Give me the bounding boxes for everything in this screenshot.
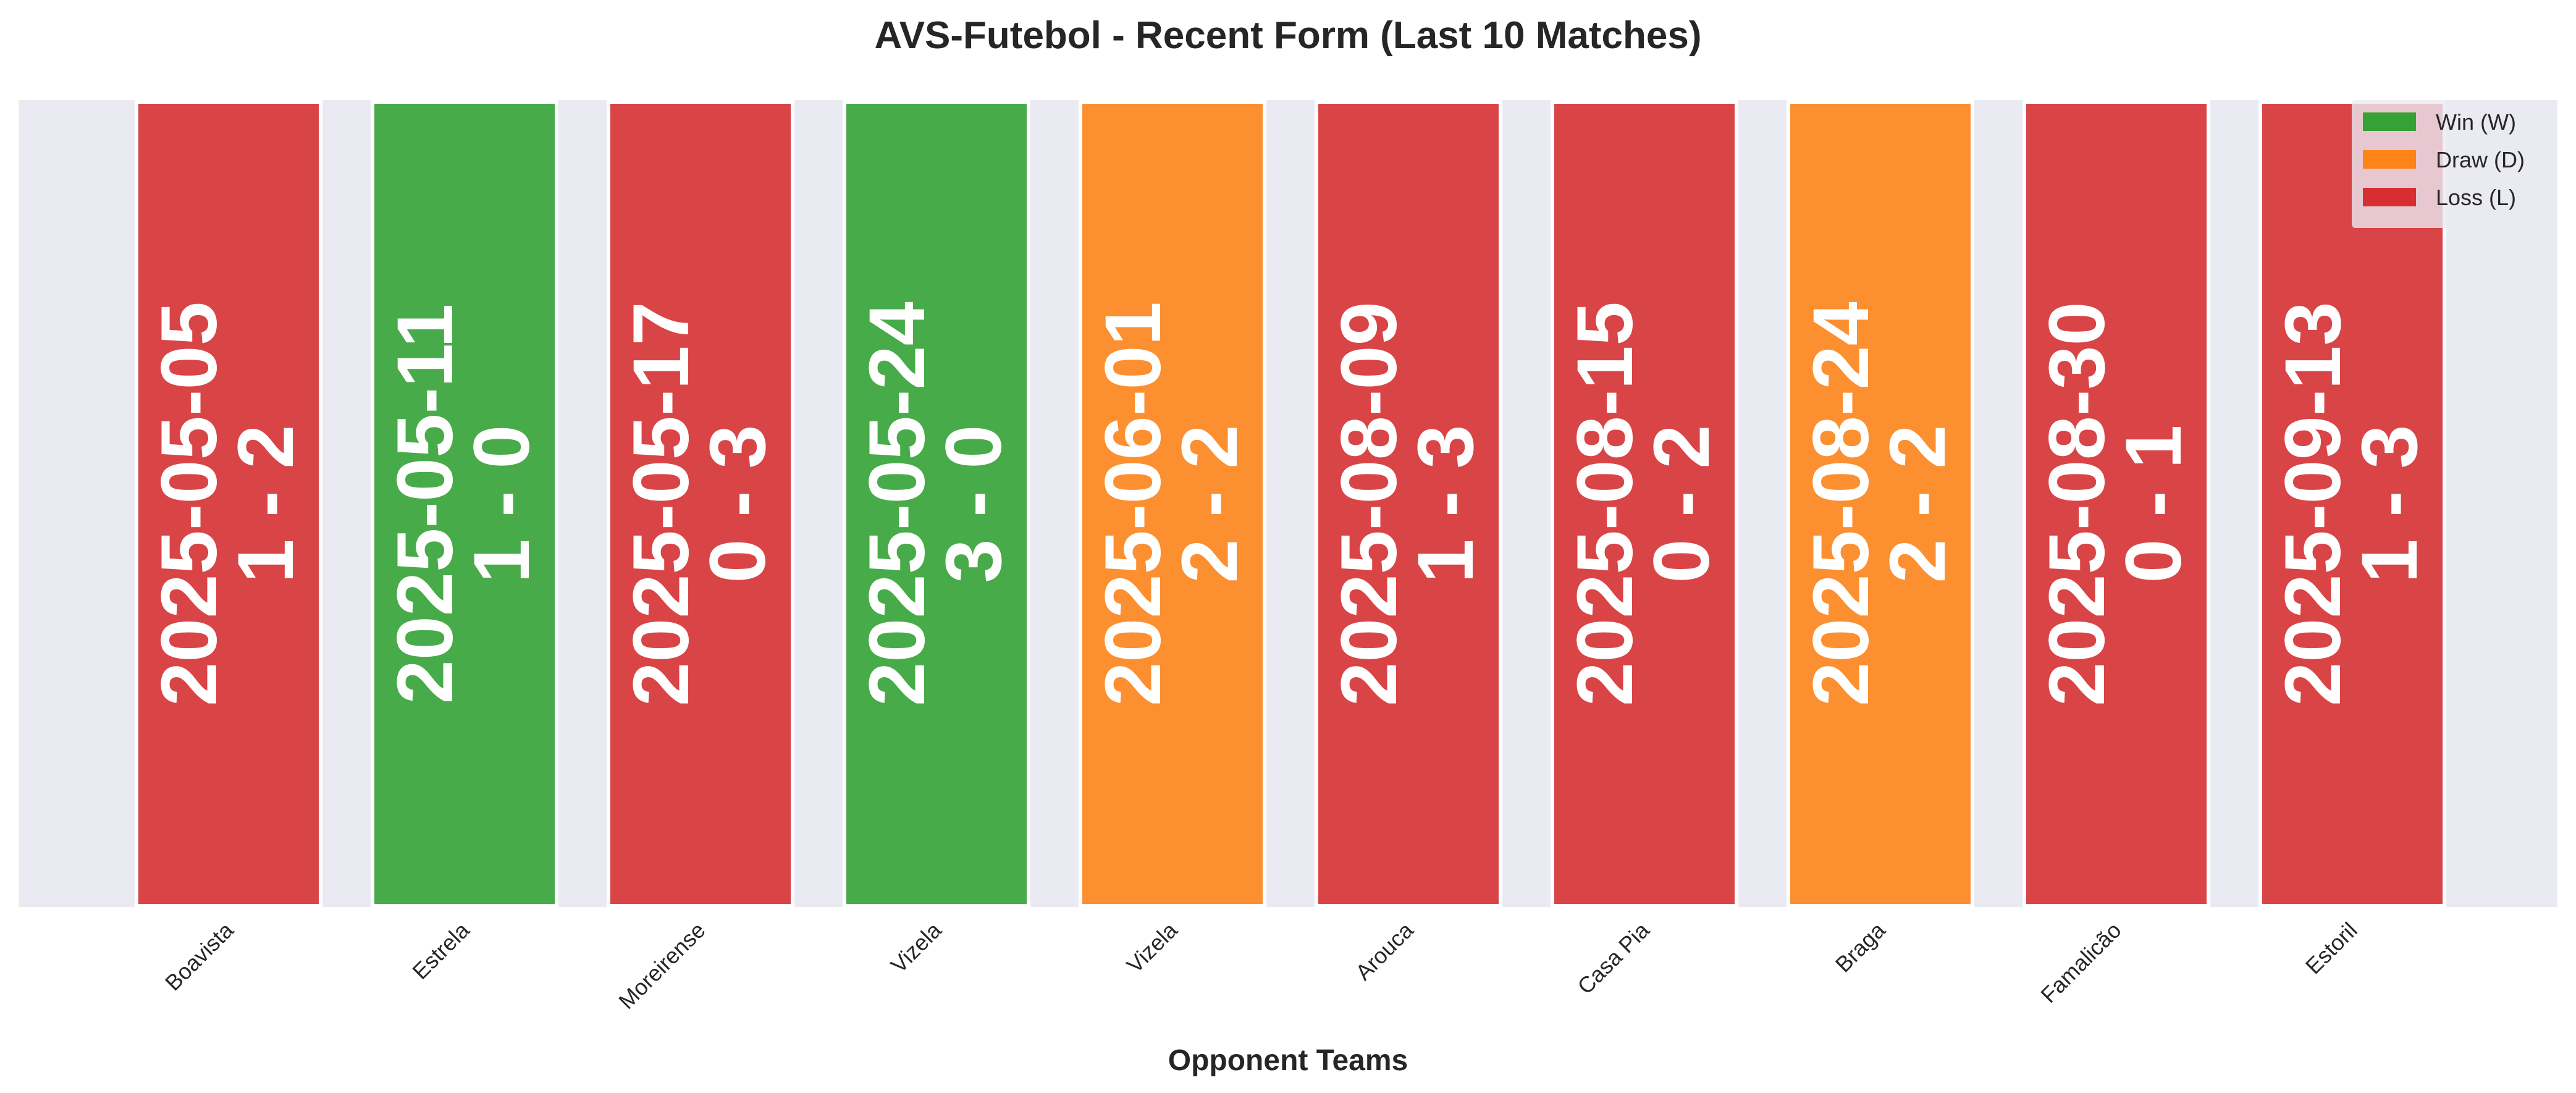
match-score-label: 1 - 2 xyxy=(222,424,310,583)
x-axis-label: Opponent Teams xyxy=(1168,1044,1408,1077)
x-tick-labels: Boavista Estrela Moreirense Vizela Vizela Aro… xyxy=(160,917,2362,1014)
legend-label: Draw (D) xyxy=(2436,147,2525,172)
match-date-label: 2025-08-09 xyxy=(1325,302,1413,706)
x-tick-label: Braga xyxy=(1830,917,1891,977)
legend: Win (W) Draw (D) Loss (L) xyxy=(2352,100,2544,228)
match-bar-group: 2025-08-242 - 2 xyxy=(1787,100,1974,908)
x-tick-label: Arouca xyxy=(1350,917,1418,985)
match-bar-label: 2025-08-150 - 2 xyxy=(1561,302,1726,706)
bars: 2025-05-051 - 2 2025-05-111 - 0 2025-05-17… xyxy=(135,100,2446,908)
match-bar-group: 2025-06-012 - 2 xyxy=(1079,100,1266,908)
chart-title: AVS-Futebol - Recent Form (Last 10 Match… xyxy=(874,14,1702,57)
match-bar xyxy=(1551,100,1738,908)
match-bar-group: 2025-09-131 - 3 xyxy=(2258,100,2446,908)
match-date-label: 2025-06-01 xyxy=(1089,302,1177,706)
x-tick-label: Casa Pia xyxy=(1572,917,1654,999)
match-bar-group: 2025-05-170 - 3 xyxy=(607,100,794,908)
legend-label: Loss (L) xyxy=(2436,185,2516,210)
x-tick-label: Moreirense xyxy=(613,918,710,1014)
x-tick-label: Famalicão xyxy=(2035,918,2126,1008)
match-bar-label: 2025-08-300 - 1 xyxy=(2033,302,2198,706)
legend-swatch xyxy=(2363,188,2416,206)
match-bar-label: 2025-05-243 - 0 xyxy=(853,302,1018,706)
match-bar xyxy=(2258,100,2446,908)
x-tick-label: Vizela xyxy=(1122,917,1183,978)
match-bar-group: 2025-05-111 - 0 xyxy=(371,100,558,908)
match-score-label: 1 - 3 xyxy=(1402,424,1490,583)
match-date-label: 2025-05-17 xyxy=(617,302,705,706)
match-score-label: 0 - 3 xyxy=(694,424,782,583)
match-score-label: 0 - 2 xyxy=(1638,424,1726,583)
match-score-label: 2 - 2 xyxy=(1874,424,1962,583)
match-score-label: 1 - 0 xyxy=(458,424,546,583)
legend-swatch xyxy=(2363,112,2416,131)
x-tick-label: Estrela xyxy=(407,917,474,984)
match-bar-label: 2025-08-242 - 2 xyxy=(1797,302,1962,706)
match-bar-group: 2025-08-150 - 2 xyxy=(1551,100,1738,908)
legend-swatch xyxy=(2363,150,2416,169)
match-date-label: 2025-05-05 xyxy=(145,302,234,706)
legend-label: Win (W) xyxy=(2436,109,2516,135)
match-bar xyxy=(371,100,558,908)
match-bar xyxy=(607,100,794,908)
match-date-label: 2025-05-11 xyxy=(381,304,469,704)
match-bar-label: 2025-08-091 - 3 xyxy=(1325,302,1490,706)
match-bar-label: 2025-05-051 - 2 xyxy=(145,302,310,706)
match-bar-group: 2025-08-091 - 3 xyxy=(1315,100,1502,908)
match-bar xyxy=(2022,100,2210,908)
match-bar xyxy=(1315,100,1502,908)
match-date-label: 2025-08-24 xyxy=(1797,302,1885,706)
match-bar xyxy=(1079,100,1266,908)
match-score-label: 0 - 1 xyxy=(2110,424,2198,583)
match-bar xyxy=(135,100,322,908)
match-score-label: 2 - 2 xyxy=(1166,424,1254,583)
x-tick-label: Vizela xyxy=(886,917,947,978)
match-bar-label: 2025-05-170 - 3 xyxy=(617,302,782,706)
match-bar-group: 2025-08-300 - 1 xyxy=(2022,100,2210,908)
match-bar-label: 2025-09-131 - 3 xyxy=(2269,302,2434,706)
match-bar xyxy=(843,100,1030,908)
match-date-label: 2025-08-30 xyxy=(2033,302,2121,706)
match-bar-group: 2025-05-051 - 2 xyxy=(135,100,322,908)
match-bar-group: 2025-05-243 - 0 xyxy=(843,100,1030,908)
match-date-label: 2025-08-15 xyxy=(1561,302,1649,706)
match-bar-label: 2025-06-012 - 2 xyxy=(1089,302,1254,706)
match-bar xyxy=(1787,100,1974,908)
match-score-label: 3 - 0 xyxy=(930,424,1018,583)
match-date-label: 2025-09-13 xyxy=(2269,302,2357,706)
match-score-label: 1 - 3 xyxy=(2346,424,2434,583)
match-bar-label: 2025-05-111 - 0 xyxy=(381,304,546,704)
x-tick-label: Estoril xyxy=(2300,918,2362,979)
match-date-label: 2025-05-24 xyxy=(853,302,941,706)
x-tick-label: Boavista xyxy=(160,917,238,995)
